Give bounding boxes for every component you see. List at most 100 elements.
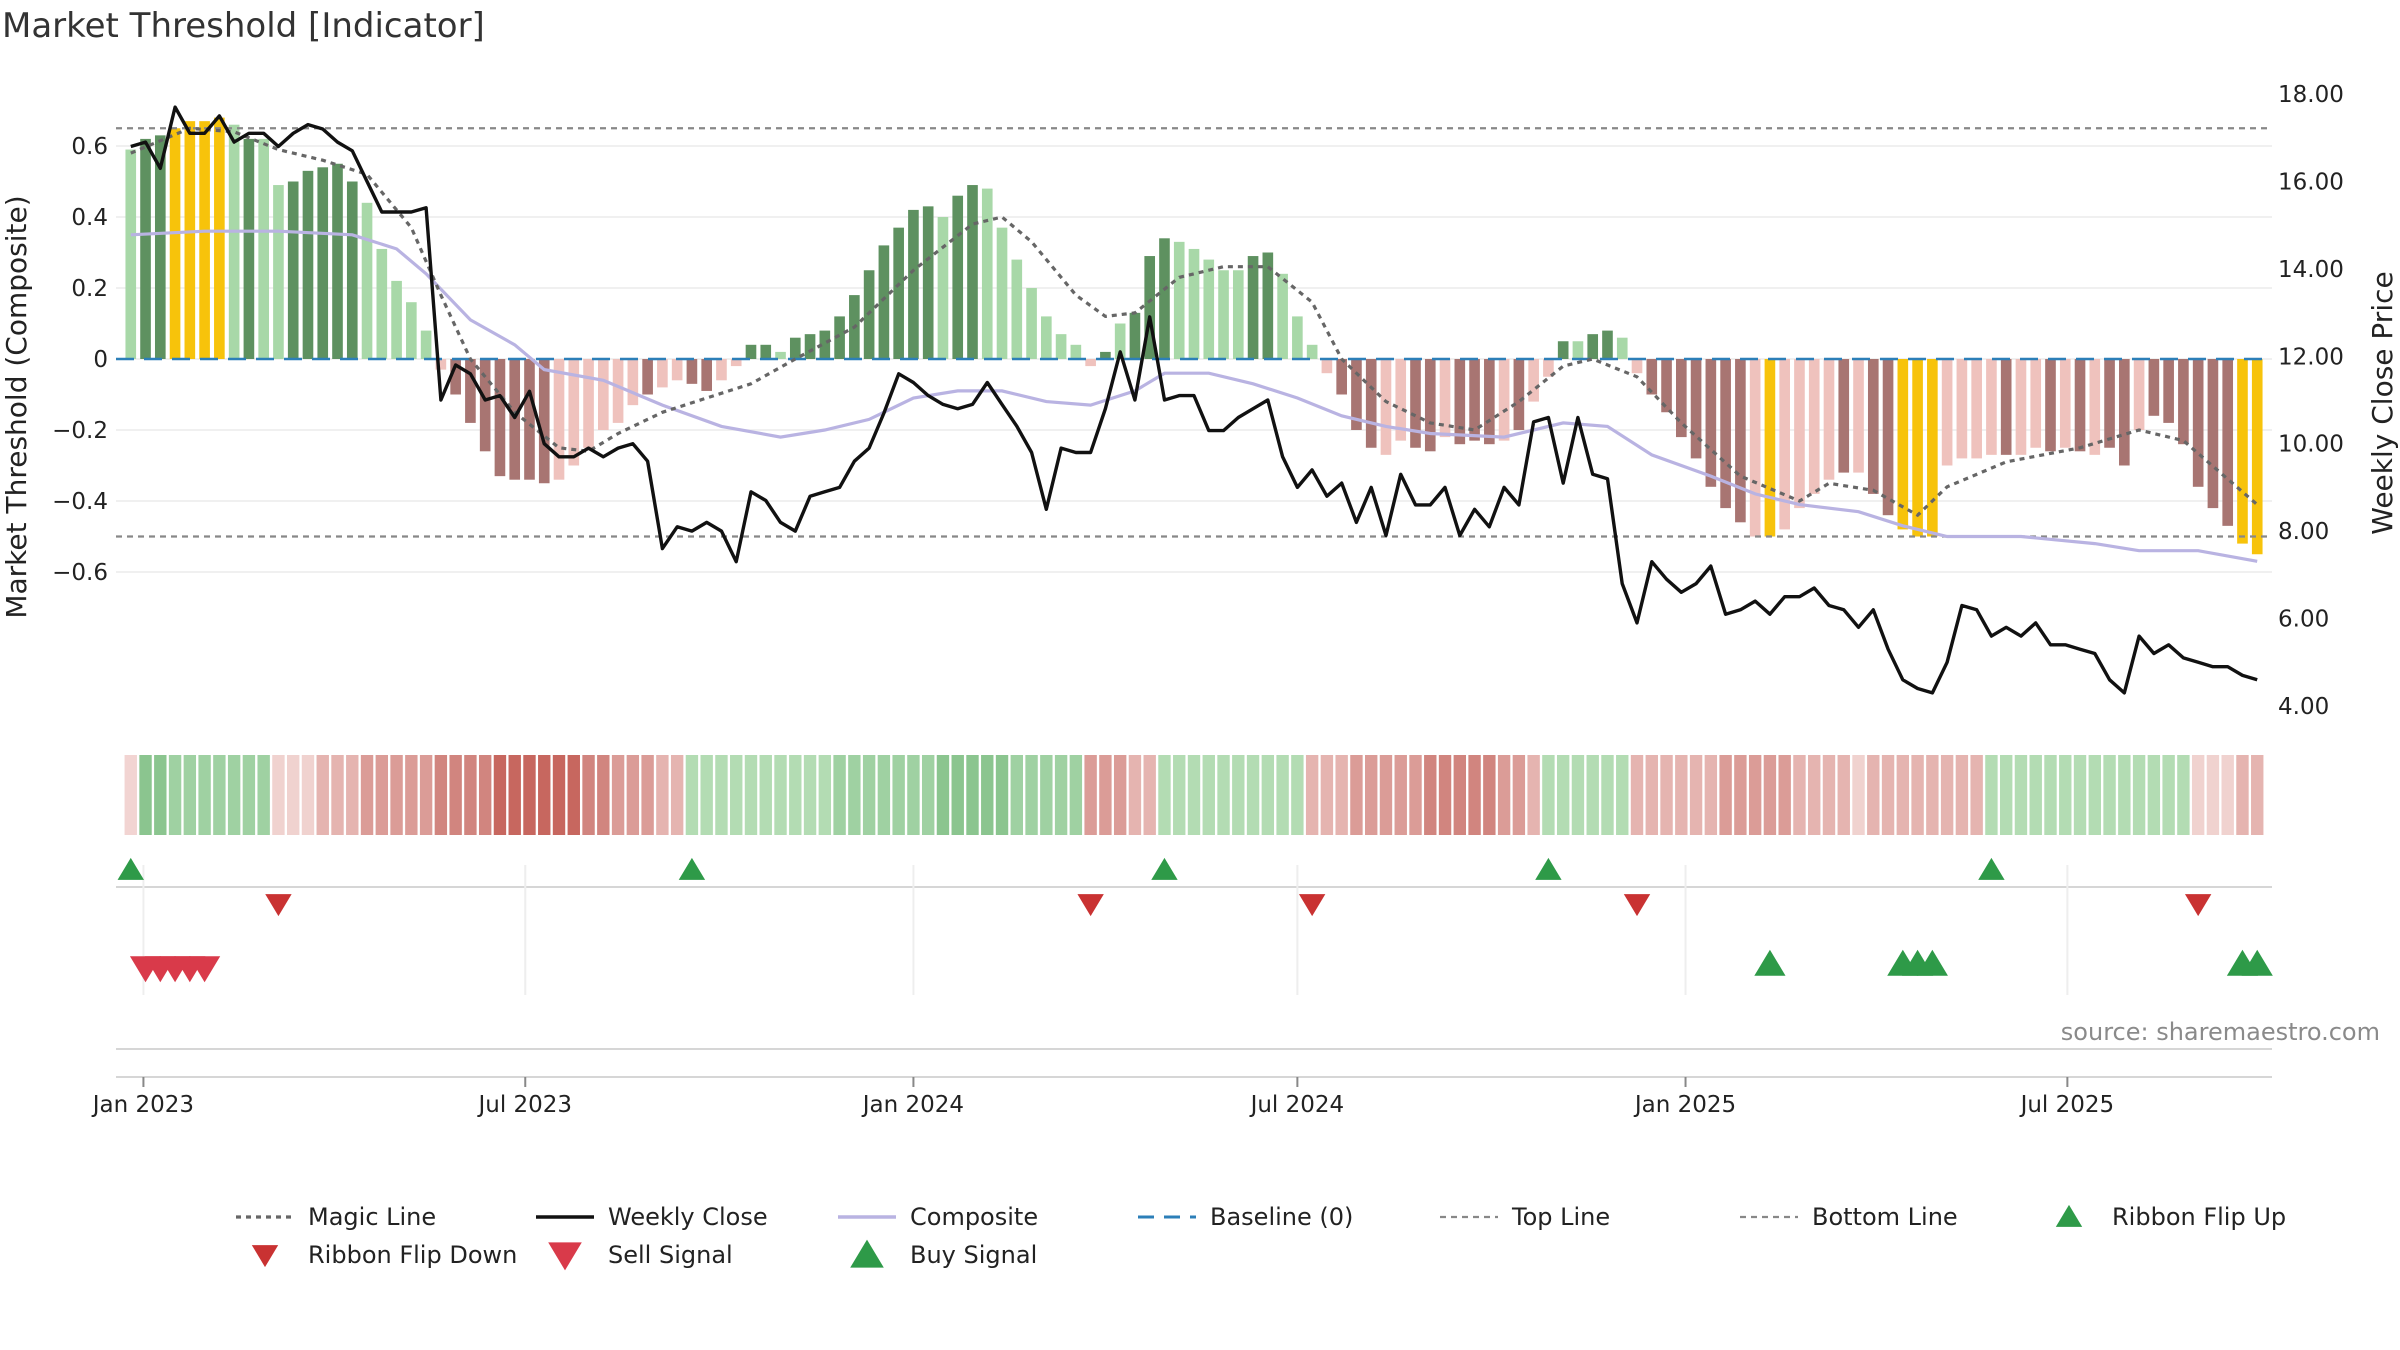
left-tick-label: 0.4 — [71, 205, 108, 231]
composite-bar — [140, 138, 151, 359]
chart-title: Market Threshold [Indicator] — [2, 6, 485, 46]
ribbon-cell — [567, 755, 580, 835]
composite-bar — [1838, 359, 1850, 473]
composite-bar — [406, 302, 417, 359]
ribbon-cell — [981, 755, 994, 835]
ribbon-cell — [168, 755, 182, 835]
ribbon-cell — [1158, 755, 1171, 835]
composite-bar — [701, 359, 713, 391]
composite-bar — [258, 138, 269, 359]
ribbon-cell — [287, 755, 300, 835]
composite-bar — [1705, 359, 1717, 487]
ribbon-cell — [478, 755, 492, 835]
weekly-close-line — [130, 105, 2258, 695]
composite-bar — [1912, 359, 1923, 537]
composite-bar — [1085, 359, 1096, 367]
legend-label: Baseline (0) — [1210, 1203, 1353, 1231]
ribbon-cell — [1291, 755, 1304, 835]
source-note: source: sharemaestro.com — [2061, 1018, 2380, 1046]
composite-bar — [479, 359, 491, 452]
composite-bar — [627, 359, 639, 406]
ribbon-cell — [1173, 755, 1186, 835]
ribbon-cell — [1424, 755, 1437, 835]
ribbon-cell — [154, 755, 167, 835]
ribbon-flip-up-marker — [117, 857, 144, 880]
composite-bar — [317, 167, 329, 359]
composite-bar — [2015, 359, 2027, 455]
composite-bar — [1764, 359, 1776, 537]
ribbon-cell — [346, 755, 359, 835]
x-axis-ticks: Jan 2023 Jul 2023 Jan 2024 Jul 2024 Jan 2025… — [91, 1077, 2114, 1118]
ribbon-cell — [1881, 755, 1895, 835]
composite-bar — [1144, 256, 1156, 359]
ribbon-cell — [2206, 755, 2220, 835]
ribbon-cell — [1837, 755, 1850, 835]
composite-bar — [922, 206, 934, 359]
ribbon-cell — [1350, 755, 1363, 835]
ribbon-cell — [1128, 755, 1142, 835]
legend-label: Composite — [910, 1203, 1038, 1231]
composite-bar — [819, 330, 831, 359]
composite-bar — [1262, 252, 1274, 359]
ribbon-cell — [1734, 755, 1747, 835]
ribbon-cell — [1232, 755, 1245, 835]
ribbon-cell — [1852, 755, 1865, 835]
ribbon-cell — [1261, 755, 1275, 835]
ribbon-cell — [449, 755, 462, 835]
ribbon-cell — [1497, 755, 1511, 835]
ribbon-cell — [1084, 755, 1097, 835]
chart-lines — [116, 105, 2272, 695]
ribbon-cell — [1689, 755, 1703, 835]
composite-bar — [1380, 359, 1392, 455]
ribbon-cell — [1113, 755, 1127, 835]
ribbon-cell — [2177, 755, 2190, 835]
composite-bar — [730, 359, 742, 367]
ribbon-cell — [1468, 755, 1481, 835]
ribbon-cell — [1527, 755, 1540, 835]
ribbon-cell — [508, 755, 521, 835]
left-axis-ticks: 0.6 0.4 0.2 0 −0.2 −0.4 −0.6 — [52, 134, 108, 586]
composite-bar — [937, 217, 949, 359]
ribbon-cell — [1305, 755, 1319, 835]
ribbon-cell — [1763, 755, 1777, 835]
ribbon-cell — [257, 755, 270, 835]
ribbon-cell — [1793, 755, 1806, 835]
x-tick-label: Jan 2024 — [861, 1092, 964, 1118]
composite-bar — [1971, 359, 1982, 459]
ribbon-cell — [2029, 755, 2042, 835]
composite-bar — [1602, 330, 1613, 359]
ribbon-cell — [744, 755, 758, 835]
composite-bar — [967, 185, 978, 359]
ribbon-cell — [2118, 755, 2131, 835]
ribbon-cell — [2132, 755, 2146, 835]
composite-bar — [1469, 359, 1480, 441]
ribbon-cell — [242, 755, 256, 835]
legend-label: Weekly Close — [608, 1203, 768, 1231]
x-tick-label: Jan 2023 — [91, 1092, 194, 1118]
ribbon-cell — [626, 755, 640, 835]
buy-signal-marker — [1754, 949, 1786, 976]
composite-bar — [1720, 359, 1731, 509]
composite-bar — [1587, 334, 1599, 359]
ribbon-cell — [1202, 755, 1215, 835]
ribbon-cell — [2162, 755, 2175, 835]
composite-bar — [2207, 359, 2219, 509]
composite-bar — [214, 117, 225, 359]
composite-bar — [450, 359, 461, 395]
composite-bar — [1173, 241, 1185, 359]
signal-markers — [117, 857, 2273, 983]
magic-line — [130, 126, 2259, 518]
ribbon-cell — [1660, 755, 1673, 835]
ribbon-flip-up-marker — [1151, 857, 1178, 880]
signal-panels-grid — [116, 865, 2272, 1078]
composite-bar — [1424, 359, 1436, 452]
composite-bar — [1572, 341, 1584, 359]
ribbon-cell — [1453, 755, 1467, 835]
ribbon-cell — [316, 755, 329, 835]
ribbon-cell — [331, 755, 344, 835]
ribbon-cell — [1778, 755, 1791, 835]
ribbon-cell — [1630, 755, 1644, 835]
composite-bar — [243, 138, 255, 359]
composite-bar — [376, 248, 388, 359]
composite-bar — [524, 359, 535, 480]
